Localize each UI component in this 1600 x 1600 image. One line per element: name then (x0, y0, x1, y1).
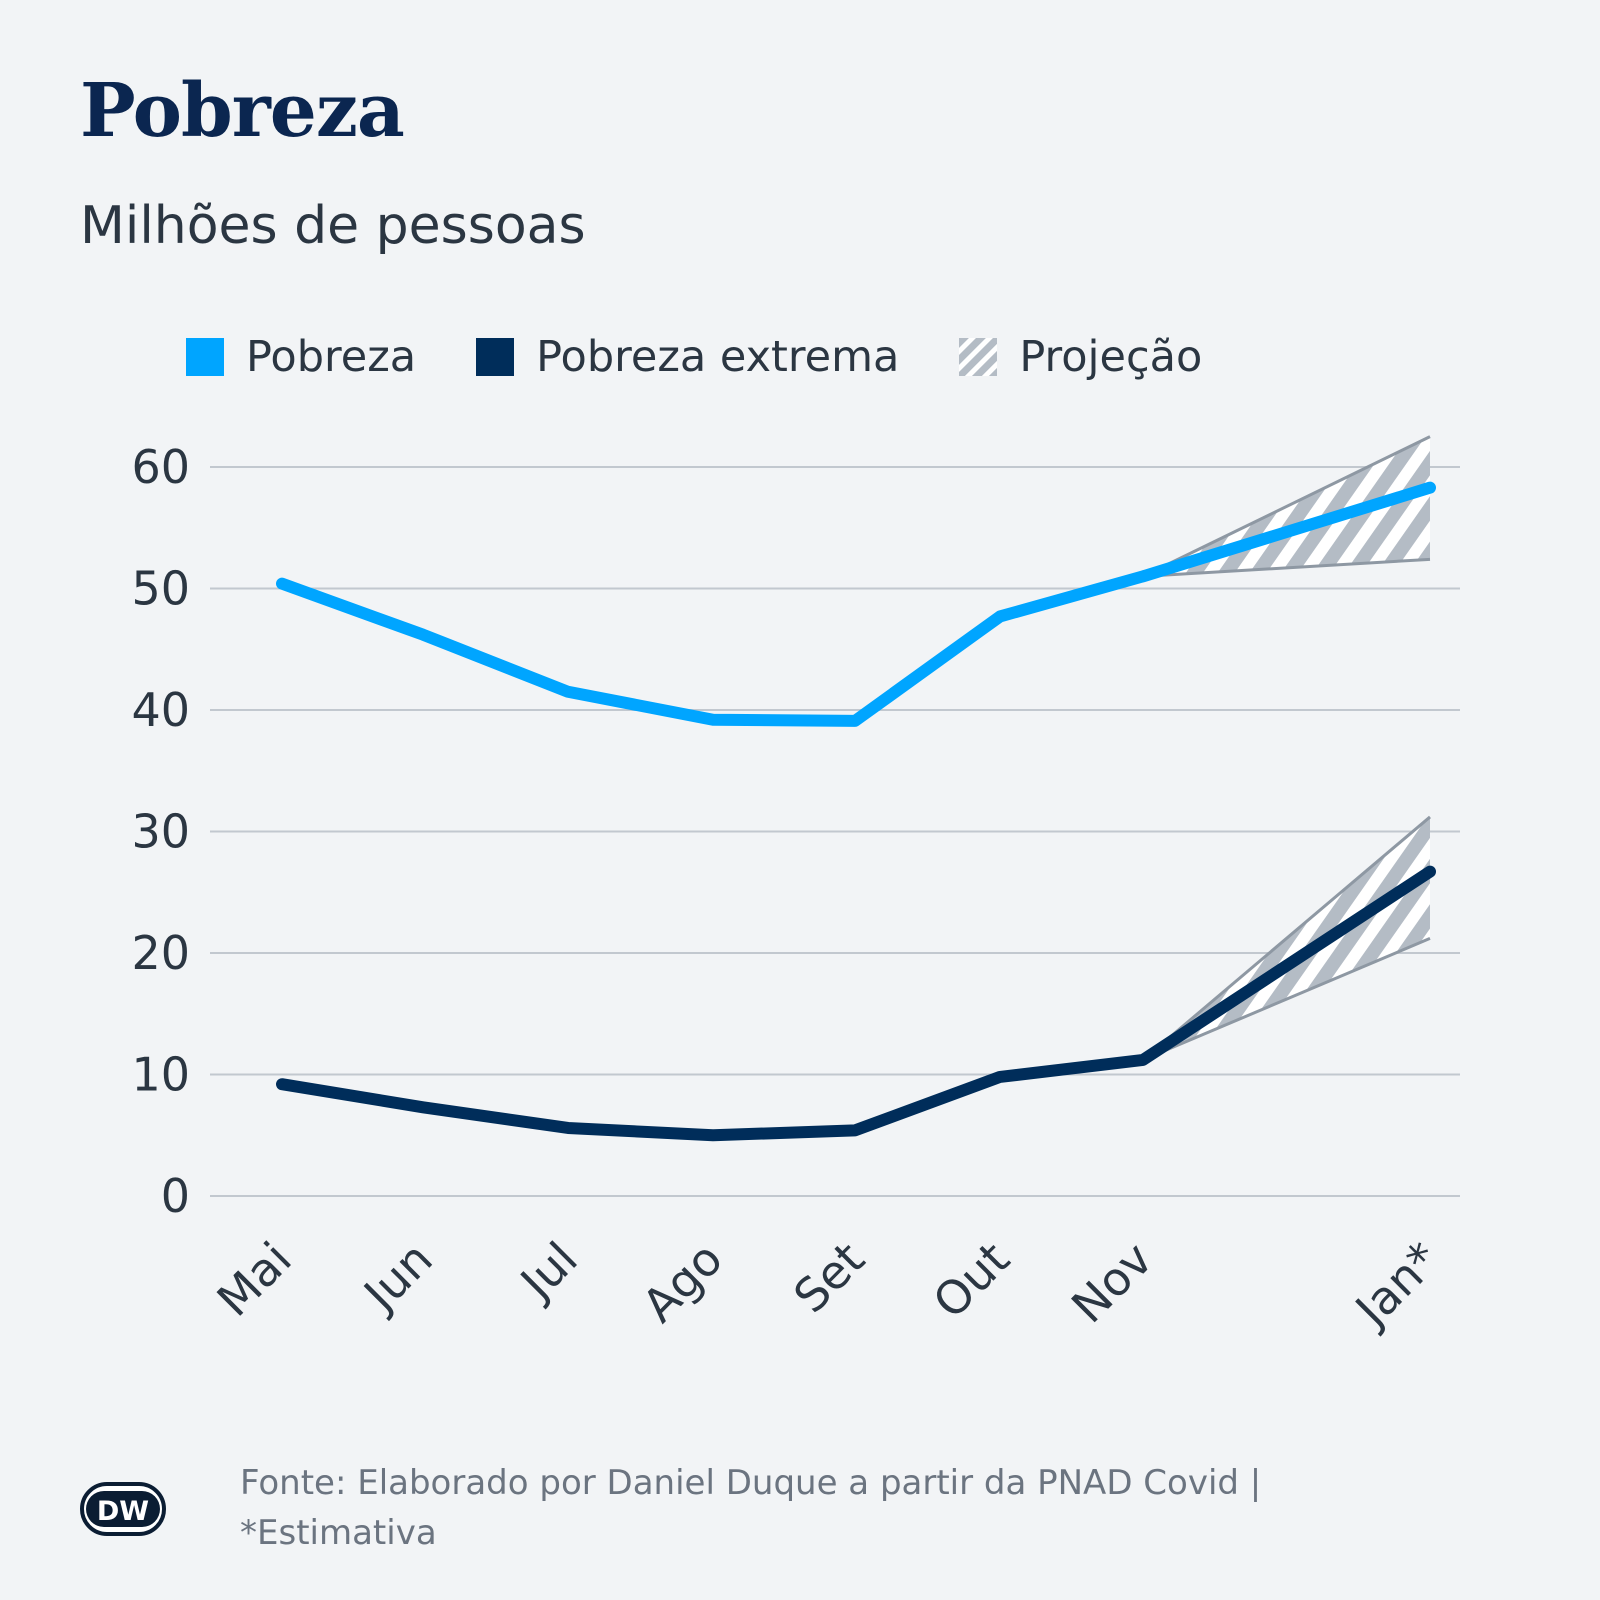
y-tick-label-20: 20 (131, 926, 190, 980)
x-tick-label-Out: Out (923, 1232, 1020, 1329)
y-tick-label-30: 30 (131, 805, 190, 859)
dw-logo-icon: DW (80, 1482, 166, 1536)
x-tick-label-Jul: Jul (508, 1232, 588, 1312)
y-tick-label-60: 60 (131, 440, 190, 494)
series-line-pobreza (276, 481, 1436, 727)
legend-label-pobreza-extrema: Pobreza extrema (536, 332, 900, 382)
legend-item-pobreza-extrema: Pobreza extrema (476, 332, 899, 382)
legend-item-projecao: Projeção (959, 332, 1202, 382)
legend-label-projecao: Projeção (1019, 332, 1203, 382)
x-tick-label-Nov: Nov (1061, 1232, 1163, 1334)
chart-subtitle: Milhões de pessoas (80, 196, 586, 256)
legend: Pobreza Pobreza extrema Projeção (186, 332, 1262, 382)
y-tick-label-0: 0 (161, 1169, 190, 1223)
x-tick-label-Jun: Jun (352, 1232, 443, 1323)
series-line-pobreza-extrema (276, 865, 1436, 1142)
projection-lower-pobreza-extrema (1142, 937, 1431, 1062)
legend-swatch-pobreza (186, 338, 224, 376)
y-tick-label-10: 10 (131, 1048, 190, 1102)
chart-title: Pobreza (80, 68, 405, 154)
x-tick-label-Set: Set (783, 1232, 875, 1324)
x-tick-label-Jan: Jan* (1343, 1232, 1450, 1339)
line-chart: 0 10 20 30 40 50 60 Mai Jun Jul Ago Set Out Nov Jan* (131, 435, 1460, 1339)
projection-upper-pobreza-extrema (1142, 815, 1431, 1062)
x-tick-label-Mai: Mai (207, 1232, 302, 1327)
legend-swatch-projecao (959, 338, 998, 376)
legend-swatch-pobreza-extrema (476, 338, 515, 376)
y-tick-label-50: 50 (131, 562, 190, 616)
y-tick-label-40: 40 (131, 683, 190, 737)
projection-lower-pobreza (1142, 557, 1431, 578)
logo-text: DW (97, 1496, 149, 1527)
legend-item-pobreza: Pobreza (186, 332, 416, 382)
x-tick-label-Ago: Ago (632, 1232, 733, 1333)
legend-label-pobreza: Pobreza (246, 332, 417, 382)
source-note: Fonte: Elaborado por Daniel Duque a part… (240, 1463, 1262, 1553)
projection-upper-pobreza (1142, 435, 1431, 578)
